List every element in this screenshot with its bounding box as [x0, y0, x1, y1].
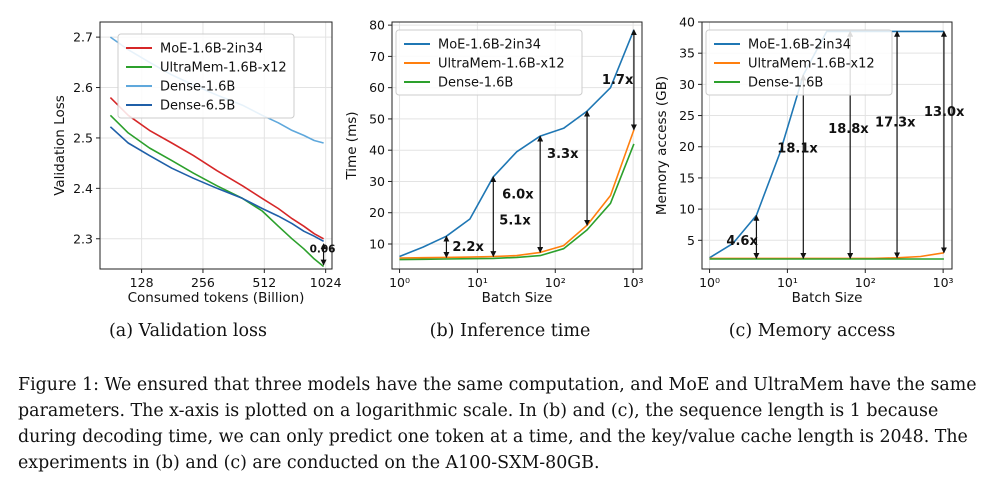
y-tick-label: 40	[369, 143, 385, 158]
y-tick-label: 2.6	[73, 80, 93, 95]
x-tick-label: 1024	[310, 275, 342, 290]
x-tick-label: 10⁰	[389, 275, 410, 290]
x-tick-label: 10²	[545, 275, 566, 290]
legend-label: MoE-1.6B-2in34	[438, 38, 541, 53]
figure-caption: Figure 1: We ensured that three models h…	[18, 375, 977, 473]
y-tick-label: 2.3	[73, 231, 93, 246]
legend-label: Dense-1.6B	[160, 80, 235, 95]
x-tick-label: 10³	[933, 275, 954, 290]
axes-frame	[391, 21, 643, 270]
x-axis-label: Batch Size	[482, 290, 553, 306]
subcaption: (c) Memory access	[729, 321, 896, 341]
legend-label: MoE-1.6B-2in34	[160, 42, 263, 57]
y-tick-label: 20	[679, 139, 695, 154]
y-axis-label: Memory access (GB)	[654, 76, 670, 215]
y-tick-label: 20	[369, 205, 385, 220]
axes-frame	[99, 21, 333, 270]
y-tick-label: 2.4	[73, 181, 93, 196]
y-tick-label: 2.5	[73, 130, 93, 145]
subcaption: (a) Validation loss	[109, 321, 267, 341]
y-tick-label: 60	[369, 80, 385, 95]
legend-label: Dense-1.6B	[438, 76, 513, 91]
x-tick-label: 10³	[623, 275, 644, 290]
annotation-label: 3.3x	[547, 147, 579, 162]
legend-label: MoE-1.6B-2in34	[748, 38, 851, 53]
y-tick-label: 25	[679, 108, 695, 123]
x-tick-label: 10¹	[777, 275, 798, 290]
panel-validation-loss: 128 256 512 1024 2.3 2.4 2.5 2.6 2.7 Consumed tok…	[52, 21, 342, 341]
y-tick-label: 2.7	[73, 30, 93, 45]
annotation-label: 0.06	[310, 243, 336, 255]
legend-label: Dense-6.5B	[160, 99, 235, 114]
y-tick-label: 10	[369, 236, 385, 251]
annotation-label: 13.0x	[924, 105, 965, 120]
annotation-label: 18.8x	[828, 122, 869, 137]
x-tick-label: 10²	[855, 275, 876, 290]
x-tick-label: 128	[130, 275, 154, 290]
subcaption: (b) Inference time	[430, 321, 591, 341]
panel-memory-access: 10⁰ 10¹ 10² 10³ 5 10 15 20 25 30 35 40 Batch Size Mem…	[654, 15, 965, 342]
series-line	[399, 143, 635, 261]
annotation-label: 4.6x	[726, 234, 758, 249]
annotation-label: 17.3x	[875, 116, 916, 131]
annotation-label: 5.1x	[499, 214, 531, 229]
series-line	[109, 126, 324, 243]
x-tick-label: 10⁰	[699, 275, 720, 290]
y-tick-label: 30	[679, 77, 695, 92]
x-tick-label: 10¹	[467, 275, 488, 290]
y-tick-label: 35	[679, 46, 695, 61]
y-tick-label: 15	[679, 170, 695, 185]
figure-panels: 128 256 512 1024 2.3 2.4 2.5 2.6 2.7 Consumed tok…	[52, 15, 965, 342]
x-tick-label: 256	[191, 275, 215, 290]
annotation-label: 2.2x	[452, 240, 484, 255]
series-line	[109, 97, 324, 240]
axes-frame	[701, 21, 953, 270]
series-line	[399, 29, 635, 258]
legend-label: UltraMem-1.6B-x12	[438, 57, 565, 72]
series-line	[399, 129, 635, 259]
legend-label: UltraMem-1.6B-x12	[160, 61, 287, 76]
x-axis-label: Batch Size	[792, 290, 863, 306]
y-tick-label: 40	[679, 15, 695, 30]
legend-box	[705, 29, 893, 96]
y-tick-label: 70	[369, 49, 385, 64]
panel-inference-time: 10⁰ 10¹ 10² 10³ 10 20 30 40 50 60 70 80 Batch Size Ti…	[344, 18, 644, 341]
annotation-label: 6.0x	[502, 187, 534, 202]
y-tick-label: 80	[369, 18, 385, 33]
legend-label: UltraMem-1.6B-x12	[748, 57, 875, 72]
y-tick-label: 5	[687, 233, 695, 248]
x-axis-label: Consumed tokens (Billion)	[128, 290, 305, 306]
annotation-label: 18.1x	[777, 142, 818, 157]
y-tick-label: 30	[369, 174, 385, 189]
legend-box	[117, 33, 295, 119]
legend-label: Dense-1.6B	[748, 76, 823, 91]
y-tick-label: 50	[369, 111, 385, 126]
annotation-label: 1.7x	[602, 73, 634, 88]
y-tick-label: 10	[679, 202, 695, 217]
y-axis-label: Time (ms)	[344, 111, 360, 180]
x-tick-label: 512	[252, 275, 276, 290]
legend-box	[395, 29, 583, 96]
y-axis-label: Validation Loss	[52, 95, 68, 196]
